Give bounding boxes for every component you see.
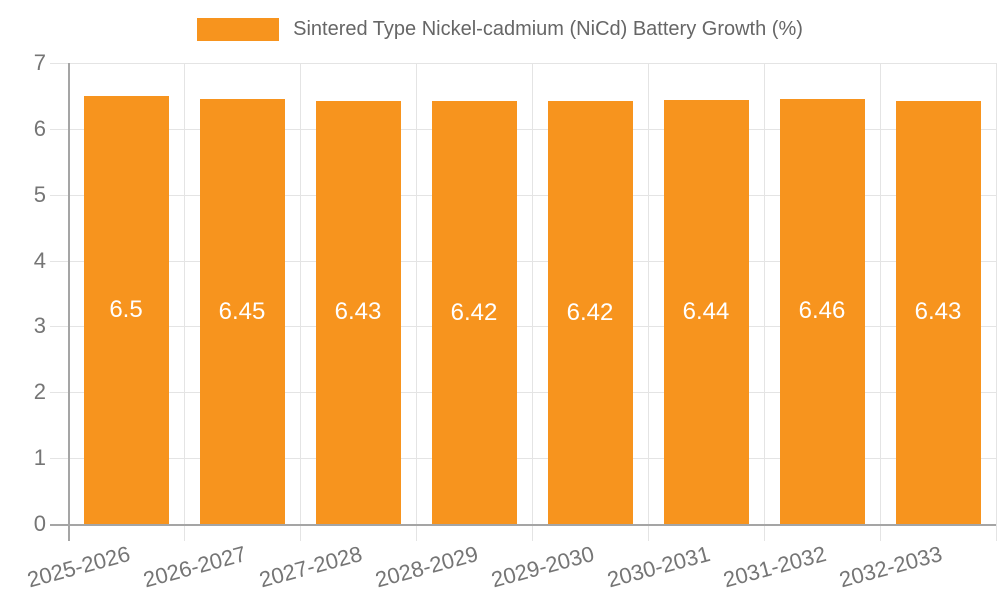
legend-swatch (197, 18, 280, 41)
bar[interactable] (779, 98, 865, 524)
legend[interactable]: Sintered Type Nickel-cadmium (NiCd) Batt… (0, 18, 1000, 41)
y-tick-label: 3 (33, 313, 46, 339)
x-axis-tick (880, 524, 881, 541)
gridline-horizontal (50, 128, 996, 130)
bar[interactable] (83, 95, 169, 524)
x-tick-label: 2030-2031 (604, 541, 713, 593)
gridline-horizontal (50, 194, 996, 196)
gridline-horizontal (50, 392, 996, 394)
gridline-vertical (532, 63, 533, 524)
gridline-horizontal (50, 63, 996, 64)
x-axis-tick (764, 524, 765, 541)
y-tick-label: 6 (33, 115, 46, 141)
bar[interactable] (663, 99, 749, 524)
bar[interactable] (431, 101, 517, 524)
legend-label: Sintered Type Nickel-cadmium (NiCd) Batt… (293, 18, 803, 40)
gridline-horizontal (50, 326, 996, 328)
bar[interactable] (199, 99, 285, 524)
x-tick-label: 2025-2026 (24, 541, 133, 593)
x-axis-tick (648, 524, 649, 541)
y-tick-label: 4 (33, 247, 46, 273)
bar[interactable] (315, 100, 401, 524)
gridline-horizontal (50, 458, 996, 460)
x-tick-label: 2028-2029 (372, 541, 481, 593)
gridline-vertical (996, 63, 997, 524)
bar[interactable] (895, 100, 981, 524)
x-axis-line (50, 524, 996, 526)
x-tick-label: 2032-2033 (836, 541, 945, 593)
bar-value-label: 6.5 (109, 295, 143, 323)
bar[interactable] (547, 101, 633, 524)
y-tick-label: 1 (33, 445, 46, 471)
bar-value-label: 6.45 (218, 297, 266, 325)
x-axis-tick (996, 524, 997, 541)
x-axis-tick (300, 524, 301, 541)
gridline-vertical (648, 63, 649, 524)
gridline-vertical (880, 63, 881, 524)
gridline-vertical (184, 63, 185, 524)
x-tick-label: 2031-2032 (720, 541, 829, 593)
bar-value-label: 6.43 (334, 298, 382, 326)
y-tick-label: 2 (33, 379, 46, 405)
y-tick-label: 5 (33, 181, 46, 207)
bar-value-label: 6.42 (566, 298, 614, 326)
gridline-horizontal (50, 260, 996, 262)
x-axis-tick (184, 524, 185, 541)
x-tick-label: 2029-2030 (488, 541, 597, 593)
x-tick-label: 2026-2027 (140, 541, 249, 593)
bar-value-label: 6.43 (914, 298, 962, 326)
bar-value-label: 6.46 (798, 297, 846, 325)
gridline-vertical (764, 63, 765, 524)
x-axis-tick (532, 524, 533, 541)
x-tick-label: 2027-2028 (256, 541, 365, 593)
gridline-vertical (416, 63, 417, 524)
y-tick-label: 0 (33, 511, 46, 536)
bar-value-label: 6.42 (450, 298, 498, 326)
y-axis-line (68, 63, 70, 541)
gridline-vertical (300, 63, 301, 524)
x-axis-tick (416, 524, 417, 541)
bar-value-label: 6.44 (682, 297, 730, 325)
y-tick-label: 7 (33, 50, 46, 75)
